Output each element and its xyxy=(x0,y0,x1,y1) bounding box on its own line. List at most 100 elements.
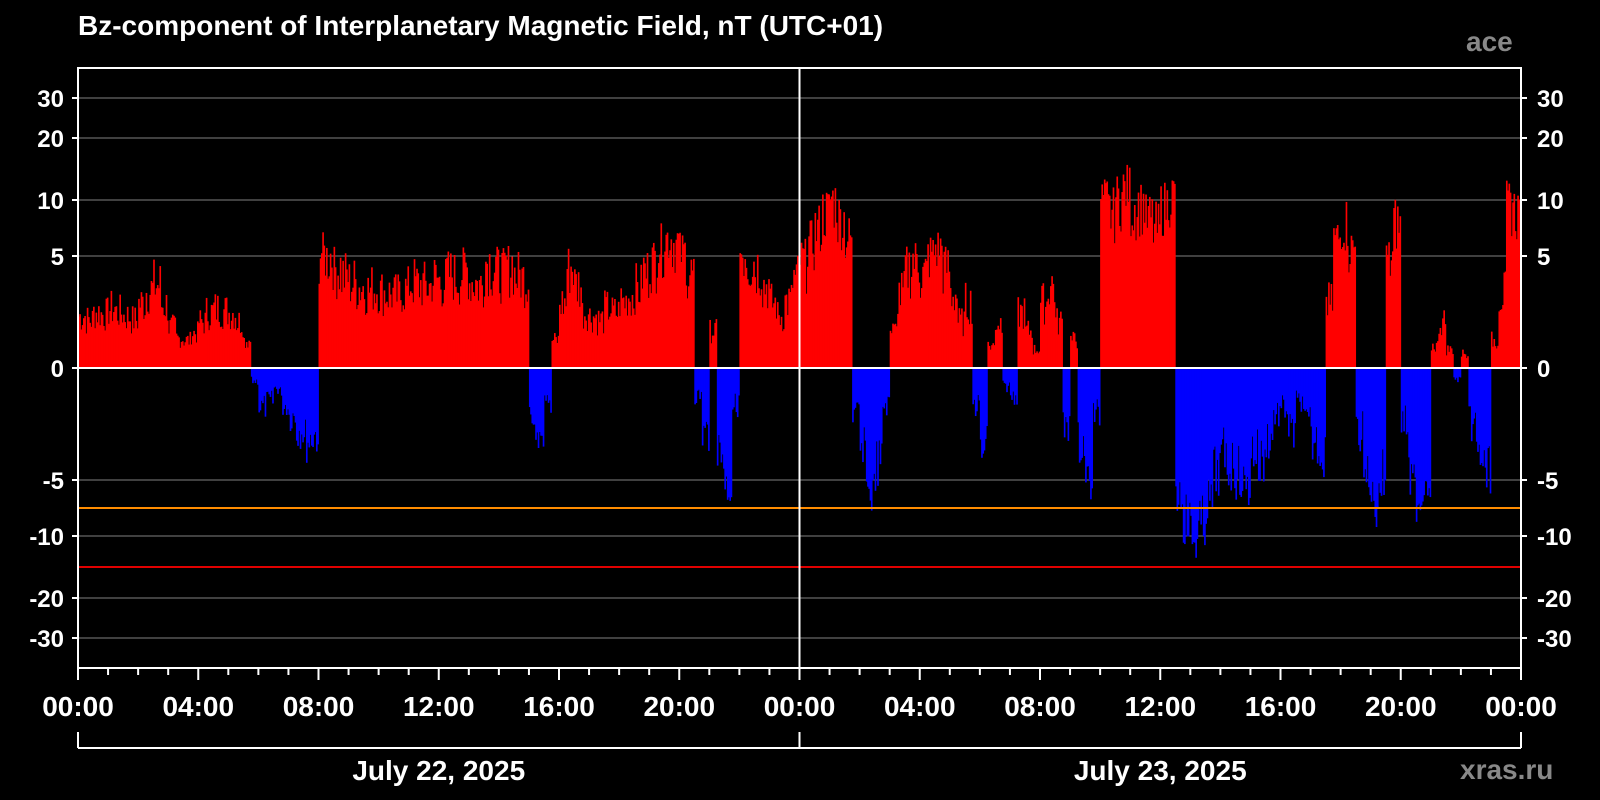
bz-bar xyxy=(948,271,951,368)
bz-bar xyxy=(1239,368,1241,495)
x-tick-label: 20:00 xyxy=(643,691,715,722)
bz-bar xyxy=(1250,368,1253,459)
bz-bar xyxy=(848,218,850,368)
bz-bar xyxy=(1485,368,1488,488)
bz-bar xyxy=(902,287,904,368)
bz-bar xyxy=(979,368,982,440)
bz-bar xyxy=(215,319,218,368)
bz-bar xyxy=(1512,202,1514,368)
bz-bar xyxy=(898,282,901,368)
bz-bar xyxy=(471,282,473,368)
bz-bar xyxy=(913,268,916,368)
bz-bar xyxy=(83,318,85,368)
bz-bar xyxy=(1023,298,1026,368)
bz-bar xyxy=(1331,310,1334,368)
bz-bar xyxy=(383,290,386,368)
bz-bar xyxy=(944,246,947,368)
bz-bar xyxy=(1376,368,1379,509)
bz-bar xyxy=(1141,234,1144,368)
bz-bar xyxy=(496,246,499,368)
bz-bar xyxy=(1241,368,1244,491)
bz-bar xyxy=(1009,368,1012,396)
bz-bar xyxy=(186,335,189,368)
bz-bar xyxy=(785,294,788,368)
bz-bar xyxy=(974,368,977,417)
bz-bar xyxy=(887,368,889,397)
bz-bar xyxy=(1457,368,1459,383)
bz-bar xyxy=(601,311,604,368)
bz-bar xyxy=(476,280,478,368)
bz-bar xyxy=(257,368,259,385)
bz-bar xyxy=(1306,368,1309,412)
bz-bar xyxy=(197,321,199,368)
bz-bar xyxy=(1448,351,1450,368)
bz-bar xyxy=(698,368,700,390)
bz-bar xyxy=(1038,351,1041,368)
bz-bar xyxy=(379,280,382,368)
bz-bar xyxy=(837,242,839,368)
bz-bar xyxy=(110,290,113,368)
bz-bar xyxy=(1262,368,1265,482)
y-tick-label: 10 xyxy=(1537,188,1564,215)
bz-bar xyxy=(932,239,934,368)
bz-bar xyxy=(1517,195,1519,368)
bz-bar xyxy=(1175,368,1177,487)
bz-bar xyxy=(1300,368,1303,412)
bz-bar xyxy=(1370,368,1373,502)
bz-bar xyxy=(194,334,197,368)
bz-bar xyxy=(629,301,631,368)
bz-bar xyxy=(814,212,817,368)
bz-bar xyxy=(1126,164,1129,368)
bz-bar xyxy=(290,368,293,429)
bz-bar xyxy=(1494,346,1497,368)
bz-bar xyxy=(376,294,378,368)
bz-bar xyxy=(1090,368,1092,500)
bz-bar xyxy=(779,324,782,368)
bz-bar xyxy=(1444,324,1447,368)
bz-bar xyxy=(1160,186,1162,368)
bz-bar xyxy=(337,275,339,368)
bz-bar xyxy=(922,266,924,368)
bz-bar xyxy=(372,309,375,368)
bz-bar xyxy=(581,303,584,368)
bz-bar xyxy=(1339,237,1342,368)
bz-bar xyxy=(1181,368,1184,505)
bz-bar xyxy=(1316,368,1319,464)
bz-bar xyxy=(1231,368,1234,443)
x-tick-label: 12:00 xyxy=(1124,691,1196,722)
bz-bar xyxy=(1388,242,1390,368)
bz-bar xyxy=(1103,179,1106,368)
bz-bar xyxy=(908,252,911,368)
bz-bar xyxy=(136,328,139,368)
bz-bar xyxy=(482,307,485,368)
bz-bar xyxy=(942,293,944,368)
bz-bar xyxy=(1447,345,1449,368)
bz-bar xyxy=(862,368,864,463)
bz-bar xyxy=(179,347,182,368)
bz-bar xyxy=(642,257,645,368)
bz-bar xyxy=(1157,203,1160,368)
bz-bar xyxy=(750,284,753,368)
bz-bar xyxy=(541,368,544,436)
bz-bar xyxy=(1514,231,1517,368)
bz-bar xyxy=(1270,368,1273,434)
bz-bar xyxy=(817,219,819,368)
bz-bar xyxy=(1047,298,1050,368)
bz-bar xyxy=(336,299,338,368)
bz-bar xyxy=(1014,368,1017,396)
bz-bar xyxy=(693,258,695,368)
bz-bar xyxy=(715,319,718,368)
bz-bar xyxy=(885,368,888,416)
bz-bar xyxy=(1111,209,1114,368)
bz-bar xyxy=(773,303,775,368)
bz-bar xyxy=(1261,368,1264,457)
bz-bar xyxy=(422,273,425,368)
bz-bar xyxy=(619,316,621,368)
bz-bar xyxy=(1011,368,1013,400)
bz-bar xyxy=(1378,368,1380,484)
bz-bar xyxy=(366,313,368,368)
bz-bar xyxy=(809,220,812,368)
bz-bar xyxy=(485,261,487,368)
bz-bar xyxy=(604,290,606,368)
bz-bar xyxy=(317,368,319,445)
